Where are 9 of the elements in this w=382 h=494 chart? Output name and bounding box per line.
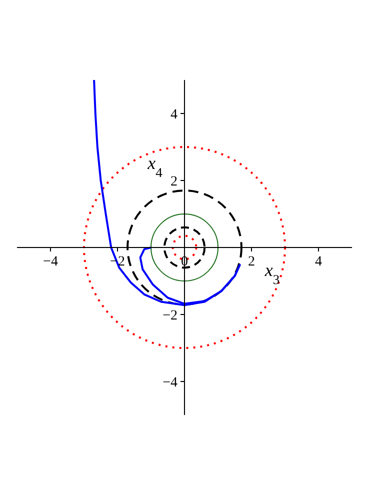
y-tick-label: −4: [162, 376, 178, 390]
x-tick-label: 2: [248, 254, 255, 270]
x-axis-title: x$_{3}$: [264, 260, 280, 286]
y-tick-label: −2: [162, 308, 178, 324]
x-tick-label: 4: [315, 254, 322, 270]
y-axis-title: x$_{4}$: [146, 152, 163, 180]
y-tick-label: 4: [170, 108, 178, 122]
x-tick-label: −4: [43, 254, 58, 270]
y-tick-label: 2: [170, 174, 178, 190]
